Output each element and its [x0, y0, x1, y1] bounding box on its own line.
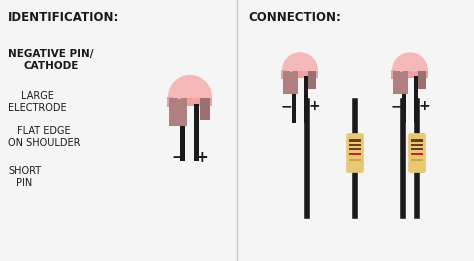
FancyBboxPatch shape — [166, 103, 218, 121]
FancyBboxPatch shape — [168, 98, 212, 106]
FancyBboxPatch shape — [411, 144, 423, 146]
FancyBboxPatch shape — [408, 133, 426, 173]
FancyBboxPatch shape — [411, 153, 423, 155]
FancyBboxPatch shape — [308, 71, 317, 89]
FancyBboxPatch shape — [346, 133, 364, 173]
FancyBboxPatch shape — [411, 148, 423, 150]
Text: SHORT
PIN: SHORT PIN — [8, 166, 41, 188]
Text: −: − — [390, 99, 402, 113]
FancyBboxPatch shape — [393, 71, 408, 94]
FancyBboxPatch shape — [390, 76, 434, 91]
FancyBboxPatch shape — [304, 76, 308, 123]
Circle shape — [392, 52, 428, 88]
FancyBboxPatch shape — [281, 70, 286, 79]
FancyBboxPatch shape — [282, 71, 318, 78]
Text: IDENTIFICATION:: IDENTIFICATION: — [8, 11, 119, 24]
Text: −: − — [280, 99, 292, 113]
FancyBboxPatch shape — [200, 98, 210, 120]
FancyBboxPatch shape — [349, 153, 361, 155]
FancyBboxPatch shape — [283, 71, 298, 94]
Circle shape — [168, 75, 212, 119]
FancyBboxPatch shape — [349, 159, 361, 161]
FancyBboxPatch shape — [392, 71, 428, 78]
Text: NEGATIVE PIN/
CATHODE: NEGATIVE PIN/ CATHODE — [8, 49, 93, 70]
FancyBboxPatch shape — [169, 98, 187, 126]
FancyBboxPatch shape — [280, 76, 324, 91]
FancyBboxPatch shape — [402, 76, 406, 123]
FancyBboxPatch shape — [349, 139, 361, 141]
FancyBboxPatch shape — [181, 104, 185, 161]
Text: +: + — [418, 99, 430, 113]
Text: LARGE
ELECTRODE: LARGE ELECTRODE — [8, 91, 67, 112]
FancyBboxPatch shape — [392, 71, 428, 78]
FancyBboxPatch shape — [414, 76, 418, 123]
Circle shape — [282, 52, 318, 88]
FancyBboxPatch shape — [167, 97, 173, 107]
FancyBboxPatch shape — [411, 159, 423, 161]
FancyBboxPatch shape — [349, 144, 361, 146]
Text: FLAT EDGE
ON SHOULDER: FLAT EDGE ON SHOULDER — [8, 126, 81, 148]
FancyBboxPatch shape — [292, 76, 296, 123]
FancyBboxPatch shape — [168, 98, 212, 106]
FancyBboxPatch shape — [418, 71, 427, 89]
Text: CONNECTION:: CONNECTION: — [248, 11, 341, 24]
Text: +: + — [308, 99, 320, 113]
FancyBboxPatch shape — [194, 104, 200, 161]
FancyBboxPatch shape — [411, 139, 423, 141]
Text: +: + — [196, 151, 209, 165]
FancyBboxPatch shape — [282, 71, 318, 78]
FancyBboxPatch shape — [349, 148, 361, 150]
FancyBboxPatch shape — [391, 70, 396, 79]
Text: −: − — [172, 151, 184, 165]
